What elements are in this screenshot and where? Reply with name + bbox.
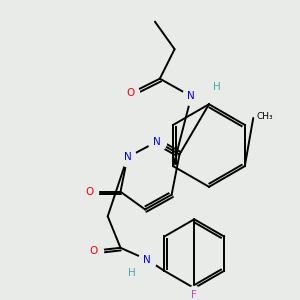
Text: N: N: [143, 255, 151, 265]
Text: O: O: [90, 246, 98, 256]
Text: N: N: [153, 136, 161, 147]
Text: F: F: [191, 290, 197, 300]
Text: N: N: [124, 152, 131, 162]
Text: N: N: [188, 92, 195, 101]
Text: H: H: [128, 268, 136, 278]
Text: H: H: [213, 82, 221, 92]
Text: O: O: [126, 88, 134, 98]
Text: O: O: [85, 187, 93, 197]
Text: CH₃: CH₃: [256, 112, 273, 121]
